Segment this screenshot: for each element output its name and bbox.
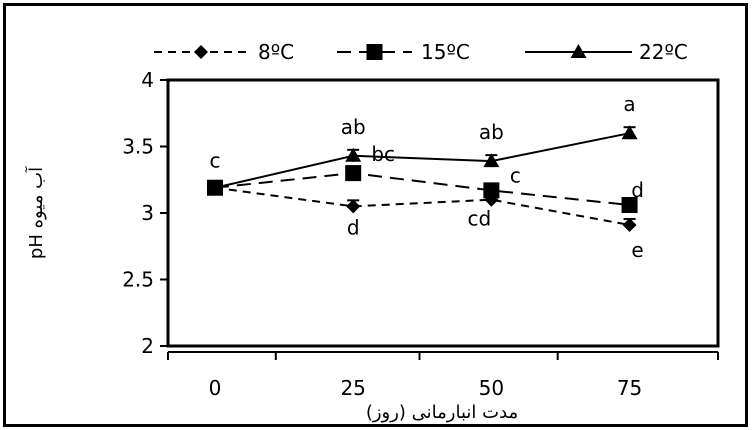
series-line: [214, 186, 630, 226]
x-tick-label: 50: [479, 376, 504, 400]
point-label: ab: [341, 115, 366, 139]
x-axis-title: مدت انبارمانی (روز): [366, 402, 518, 423]
point-label: d: [347, 215, 360, 239]
legend-item: 22ºC: [525, 40, 688, 64]
data-point: [345, 147, 362, 162]
series-line: [214, 172, 630, 207]
legend: 8ºC 15ºC 22ºC: [154, 40, 688, 64]
data-point: [622, 217, 637, 232]
data-point: [621, 197, 638, 214]
point-label: c: [510, 163, 521, 187]
y-axis-title: pH آب میوه: [24, 166, 47, 259]
x-tick-label: 25: [340, 376, 365, 400]
x-tick-label: 0: [209, 376, 222, 400]
legend-marker: [194, 45, 208, 59]
legend-item: 15ºC: [337, 40, 470, 64]
x-axis: 0 25 50 75: [167, 351, 719, 400]
y-tick-label: 4: [141, 68, 154, 92]
point-label: bc: [371, 142, 395, 166]
y-tick-label: 2: [141, 334, 154, 358]
series-2: [206, 125, 638, 194]
data-point: [483, 182, 500, 199]
legend-label: 22ºC: [639, 40, 688, 64]
series-1: [206, 165, 638, 214]
y-tick-label: 3.5: [122, 135, 154, 159]
y-tick-label: 2.5: [122, 268, 154, 292]
point-label: d: [631, 178, 644, 202]
legend-label: 8ºC: [258, 40, 294, 64]
x-tick-label: 75: [617, 376, 642, 400]
series-layer: [206, 125, 638, 232]
data-point: [483, 153, 500, 168]
point-label: e: [631, 238, 643, 262]
point-label: ab: [479, 120, 504, 144]
data-point: [346, 199, 361, 214]
point-label: a: [623, 92, 635, 116]
data-point: [621, 125, 638, 140]
legend-item: 8ºC: [154, 40, 294, 64]
data-point: [206, 179, 223, 194]
chart-frame: [3, 3, 748, 427]
series-0: [207, 180, 637, 232]
legend-marker: [570, 44, 587, 58]
y-axis: 2 2.5 3 3.5 4: [122, 68, 168, 358]
series-line: [214, 132, 630, 189]
data-point: [345, 165, 362, 182]
point-label: c: [209, 149, 220, 173]
point-label: cd: [468, 207, 492, 231]
legend-label: 15ºC: [421, 40, 470, 64]
legend-marker: [366, 44, 383, 60]
y-tick-label: 3: [141, 201, 154, 225]
